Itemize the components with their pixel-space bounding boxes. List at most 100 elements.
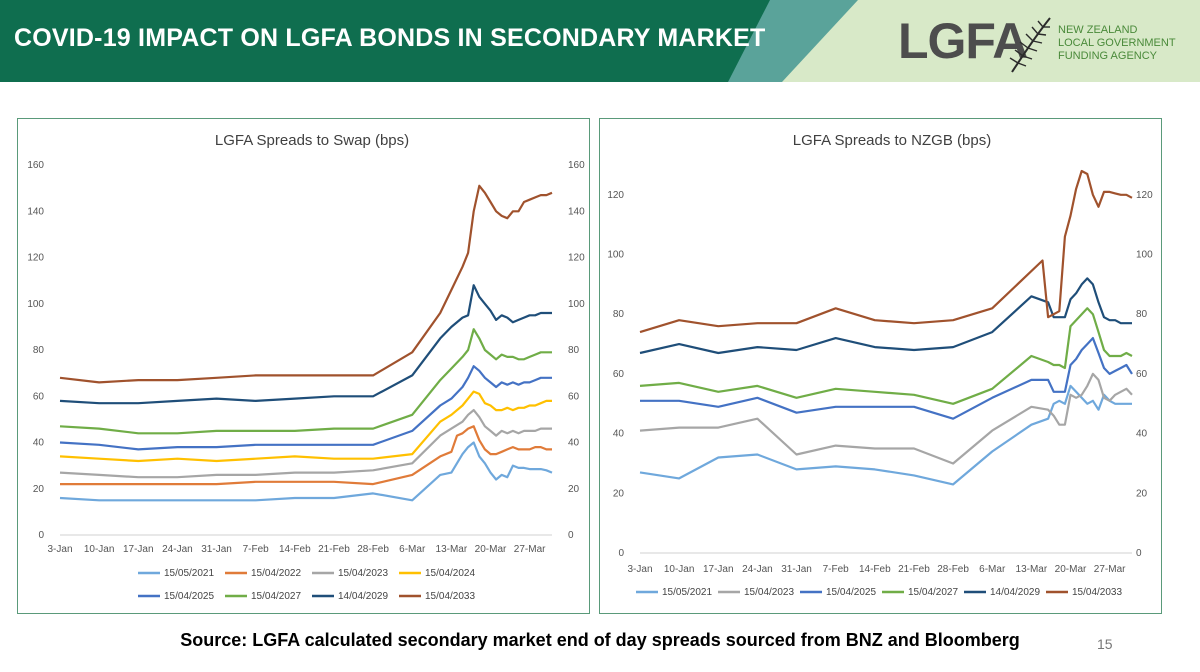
series-line bbox=[639, 307, 1133, 405]
y-tick-label: 120 bbox=[607, 190, 624, 201]
legend-label: 15/04/2033 bbox=[425, 591, 475, 602]
logo-sub-line: LOCAL GOVERNMENT bbox=[1058, 37, 1176, 49]
x-tick-label: 7-Feb bbox=[243, 544, 270, 555]
series-line bbox=[639, 169, 1133, 334]
x-tick-label: 27-Mar bbox=[1094, 564, 1126, 575]
logo-subtitle: NEW ZEALAND LOCAL GOVERNMENT FUNDING AGE… bbox=[1058, 24, 1176, 63]
y-tick-label: 140 bbox=[27, 206, 44, 217]
legend-label: 15/04/2025 bbox=[826, 587, 876, 598]
x-tick-label: 10-Jan bbox=[84, 544, 115, 555]
y2-tick-label: 0 bbox=[568, 530, 574, 541]
x-tick-label: 21-Feb bbox=[898, 564, 930, 575]
x-tick-label: 20-Mar bbox=[1055, 564, 1087, 575]
x-tick-label: 10-Jan bbox=[664, 564, 695, 575]
x-tick-label: 14-Feb bbox=[859, 564, 891, 575]
source-note: Source: LGFA calculated secondary market… bbox=[180, 630, 1020, 650]
chart-swap-svg: LGFA Spreads to Swap (bps) 0 0 20 20 40 40 60 60… bbox=[27, 132, 585, 602]
legend-label: 14/04/2029 bbox=[990, 587, 1040, 598]
x-tick-label: 27-Mar bbox=[514, 544, 546, 555]
series-line bbox=[639, 277, 1132, 355]
y-tick-label: 80 bbox=[33, 345, 45, 356]
y-tick-label: 60 bbox=[33, 391, 45, 402]
y2-tick-label: 20 bbox=[568, 484, 580, 495]
header-green-band bbox=[0, 0, 770, 82]
y2-tick-label: 60 bbox=[1136, 369, 1148, 380]
y-tick-label: 80 bbox=[613, 309, 625, 320]
x-tick-label: 6-Mar bbox=[399, 544, 426, 555]
x-tick-label: 7-Feb bbox=[823, 564, 850, 575]
y2-tick-label: 80 bbox=[1136, 309, 1148, 320]
series-line bbox=[59, 184, 553, 384]
legend-label: 14/04/2029 bbox=[338, 591, 388, 602]
y2-tick-label: 40 bbox=[1136, 429, 1148, 440]
x-tick-label: 17-Jan bbox=[123, 544, 154, 555]
series-line bbox=[640, 337, 1133, 420]
series-line bbox=[59, 365, 552, 451]
y2-tick-label: 40 bbox=[568, 438, 580, 449]
chart-panel-nzgb: LGFA Spreads to NZGB (bps) 0 0 20 20 40 40 60 60… bbox=[599, 118, 1162, 614]
y2-tick-label: 80 bbox=[568, 345, 580, 356]
x-tick-label: 21-Feb bbox=[318, 544, 350, 555]
y-tick-label: 20 bbox=[613, 488, 625, 499]
y-tick-label: 100 bbox=[27, 299, 44, 310]
y2-tick-label: 20 bbox=[1136, 488, 1148, 499]
x-tick-label: 20-Mar bbox=[475, 544, 507, 555]
y2-tick-label: 60 bbox=[568, 391, 580, 402]
y2-tick-label: 160 bbox=[568, 160, 585, 171]
y-tick-label: 60 bbox=[613, 369, 625, 380]
series-line bbox=[59, 390, 552, 463]
x-tick-label: 24-Jan bbox=[162, 544, 193, 555]
x-tick-label: 6-Mar bbox=[979, 564, 1006, 575]
legend-label: 15/04/2023 bbox=[744, 587, 794, 598]
y-tick-label: 120 bbox=[27, 253, 44, 264]
legend-label: 15/04/2027 bbox=[251, 591, 301, 602]
series-line bbox=[60, 425, 552, 486]
legend-label: 15/05/2021 bbox=[662, 587, 712, 598]
x-tick-label: 31-Jan bbox=[201, 544, 232, 555]
y2-tick-label: 100 bbox=[1136, 250, 1153, 261]
series-line bbox=[59, 409, 552, 479]
x-tick-label: 31-Jan bbox=[781, 564, 812, 575]
chart-panel-swap: LGFA Spreads to Swap (bps) 0 0 20 20 40 40 60 60… bbox=[17, 118, 590, 614]
chart-title: LGFA Spreads to Swap (bps) bbox=[215, 132, 409, 149]
legend-label: 15/04/2027 bbox=[908, 587, 958, 598]
y2-tick-label: 120 bbox=[568, 253, 585, 264]
page-title: COVID-19 IMPACT ON LGFA BONDS IN SECONDA… bbox=[14, 24, 766, 52]
chart-nzgb-svg: LGFA Spreads to NZGB (bps) 0 0 20 20 40 40 60 60… bbox=[607, 132, 1153, 598]
series-line bbox=[59, 284, 552, 405]
legend-label: 15/04/2024 bbox=[425, 568, 475, 579]
x-tick-label: 17-Jan bbox=[703, 564, 734, 575]
series-line bbox=[639, 372, 1133, 465]
x-tick-label: 3-Jan bbox=[627, 564, 652, 575]
y-tick-label: 160 bbox=[27, 160, 44, 171]
series-line bbox=[639, 384, 1132, 486]
y2-tick-label: 140 bbox=[568, 206, 585, 217]
y-tick-label: 0 bbox=[618, 548, 624, 559]
logo-sub-line: NEW ZEALAND bbox=[1058, 24, 1138, 36]
x-tick-label: 13-Mar bbox=[1016, 564, 1048, 575]
y2-tick-label: 100 bbox=[568, 299, 585, 310]
y-tick-label: 0 bbox=[38, 530, 44, 541]
y2-tick-label: 0 bbox=[1136, 548, 1142, 559]
x-tick-label: 14-Feb bbox=[279, 544, 311, 555]
x-tick-label: 3-Jan bbox=[47, 544, 72, 555]
x-tick-label: 24-Jan bbox=[742, 564, 773, 575]
y2-tick-label: 120 bbox=[1136, 190, 1153, 201]
legend-label: 15/04/2033 bbox=[1072, 587, 1122, 598]
fern-icon bbox=[1009, 17, 1051, 73]
legend-label: 15/05/2021 bbox=[164, 568, 214, 579]
series-line bbox=[59, 441, 553, 502]
y-tick-label: 40 bbox=[33, 438, 45, 449]
x-tick-label: 13-Mar bbox=[436, 544, 468, 555]
chart-title: LGFA Spreads to NZGB (bps) bbox=[793, 132, 991, 149]
y-tick-label: 100 bbox=[607, 250, 624, 261]
logo-sub-line: FUNDING AGENCY bbox=[1058, 50, 1158, 62]
page-number: 15 bbox=[1097, 636, 1113, 652]
header-banner: COVID-19 IMPACT ON LGFA BONDS IN SECONDA… bbox=[0, 0, 1200, 82]
legend-label: 15/04/2023 bbox=[338, 568, 388, 579]
logo-wordmark: LGFA bbox=[898, 13, 1028, 69]
series-line bbox=[59, 328, 552, 435]
header-background bbox=[0, 0, 1200, 82]
y-tick-label: 40 bbox=[613, 429, 625, 440]
legend-label: 15/04/2022 bbox=[251, 568, 301, 579]
